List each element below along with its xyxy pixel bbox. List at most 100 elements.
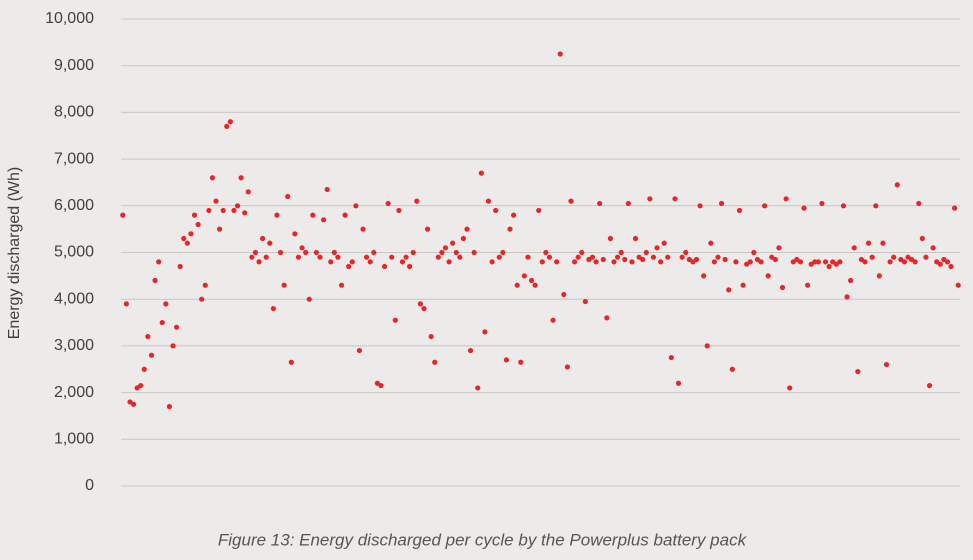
point — [722, 256, 728, 263]
y-tick-label: 6,000 — [54, 197, 94, 214]
point — [883, 361, 890, 368]
point — [453, 249, 459, 256]
point — [130, 401, 137, 407]
point — [206, 207, 212, 214]
point — [887, 259, 893, 265]
point — [285, 193, 291, 200]
point — [848, 277, 854, 284]
point — [571, 259, 578, 265]
point — [320, 217, 327, 223]
point — [313, 249, 320, 256]
point — [464, 226, 470, 232]
point — [944, 259, 951, 265]
point — [550, 317, 556, 323]
point — [683, 249, 689, 256]
point — [303, 249, 309, 256]
point — [658, 259, 664, 265]
point — [260, 235, 266, 242]
point — [414, 198, 420, 204]
point — [331, 249, 337, 256]
point — [643, 249, 649, 256]
point — [948, 263, 954, 270]
point — [166, 404, 173, 410]
point — [475, 385, 481, 391]
point — [729, 366, 735, 372]
y-tick-label: 8,000 — [54, 104, 94, 121]
point — [191, 212, 198, 218]
point — [622, 256, 628, 263]
point — [338, 282, 345, 288]
point — [937, 261, 943, 267]
point — [256, 259, 262, 265]
point — [726, 287, 732, 293]
point — [711, 259, 717, 265]
point — [277, 249, 284, 256]
point — [844, 294, 850, 300]
point — [625, 200, 631, 207]
point — [765, 273, 771, 279]
point — [442, 245, 449, 251]
point — [489, 259, 495, 265]
point — [715, 254, 721, 260]
point — [346, 263, 352, 270]
y-tick-label: 7,000 — [54, 150, 94, 167]
point — [460, 235, 467, 242]
point — [862, 259, 868, 265]
point — [805, 282, 811, 288]
point — [575, 254, 581, 260]
point — [299, 245, 305, 251]
point — [199, 296, 205, 302]
point — [891, 254, 897, 260]
point — [797, 259, 804, 265]
point — [342, 212, 348, 218]
point — [138, 382, 144, 389]
point — [267, 240, 273, 246]
point — [855, 368, 861, 375]
point — [557, 51, 563, 57]
point — [761, 203, 768, 209]
point — [177, 263, 183, 270]
point — [170, 343, 176, 349]
point — [410, 249, 416, 256]
point — [930, 245, 936, 251]
point — [704, 343, 710, 349]
point — [428, 333, 434, 340]
point — [521, 273, 527, 279]
point — [120, 212, 126, 218]
point — [249, 254, 255, 260]
point — [252, 249, 259, 256]
point — [188, 231, 194, 237]
point — [403, 254, 409, 260]
point — [242, 210, 248, 216]
point — [901, 259, 908, 265]
point — [195, 221, 201, 228]
point — [840, 203, 847, 209]
point — [378, 382, 384, 389]
point — [281, 282, 287, 288]
point — [926, 382, 933, 389]
point — [747, 259, 753, 265]
point — [640, 256, 646, 263]
point — [227, 119, 233, 125]
point — [123, 301, 129, 307]
point — [876, 273, 882, 279]
point — [668, 354, 674, 361]
point — [564, 364, 570, 370]
point — [647, 196, 653, 202]
point — [317, 254, 323, 260]
y-tick-label: 10,000 — [45, 10, 94, 27]
point — [245, 189, 251, 195]
point — [435, 254, 441, 260]
point — [485, 198, 492, 204]
point — [371, 249, 377, 256]
point — [661, 240, 667, 246]
point — [292, 231, 298, 237]
point — [629, 259, 635, 265]
point — [353, 203, 359, 209]
point — [184, 240, 190, 246]
point — [310, 212, 316, 218]
y-tick-label: 4,000 — [54, 290, 94, 307]
point — [295, 254, 302, 260]
point — [263, 254, 269, 260]
point — [665, 254, 671, 260]
